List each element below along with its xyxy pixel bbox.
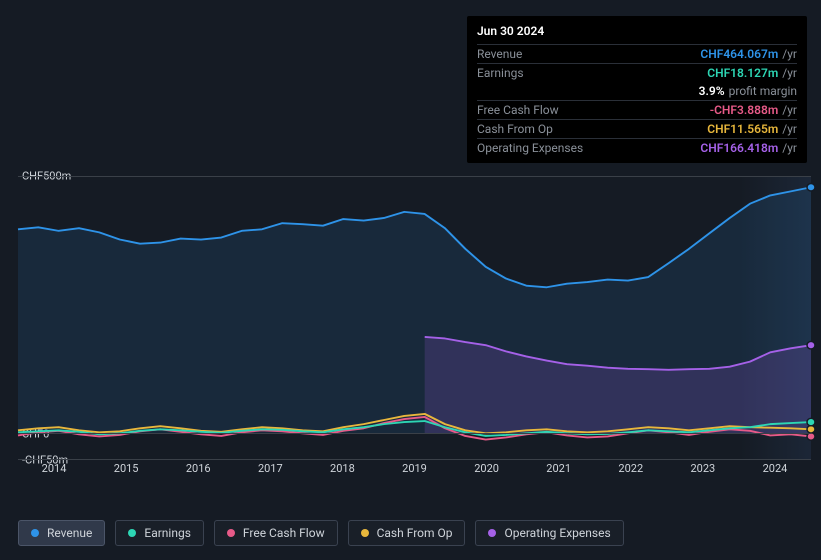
x-axis-label: 2017 [258, 462, 283, 475]
legend-label: Cash From Op [377, 526, 453, 540]
tooltip-row-value: CHF166.418m/yr [700, 141, 797, 155]
tooltip-row-value: CHF464.067m/yr [700, 47, 797, 61]
legend-swatch [31, 529, 39, 537]
x-axis-label: 2015 [114, 462, 139, 475]
tooltip-row-label: Free Cash Flow [477, 103, 559, 117]
legend-item-revenue[interactable]: Revenue [18, 520, 105, 546]
tooltip-subrow: 3.9%profit margin [477, 82, 797, 100]
financials-chart: CHF500mCHF0-CHF50m 201420152016201720182… [18, 160, 811, 500]
tooltip-row-label: Cash From Op [477, 122, 553, 136]
legend-swatch [488, 529, 496, 537]
x-axis-label: 2014 [42, 462, 67, 475]
legend-label: Free Cash Flow [243, 526, 325, 540]
legend-label: Revenue [47, 526, 92, 540]
x-axis-label: 2018 [330, 462, 355, 475]
tooltip-row: Free Cash Flow -CHF3.888m/yr [477, 100, 797, 119]
tooltip-row: Earnings CHF18.127m/yr [477, 63, 797, 82]
legend-item-earnings[interactable]: Earnings [115, 520, 204, 546]
tooltip-date: Jun 30 2024 [477, 22, 797, 44]
legend-swatch [128, 529, 136, 537]
tooltip-row-value: CHF11.565m/yr [707, 122, 797, 136]
legend-item-cash-from-op[interactable]: Cash From Op [348, 520, 466, 546]
legend-item-free-cash-flow[interactable]: Free Cash Flow [214, 520, 338, 546]
tooltip-row: Revenue CHF464.067m/yr [477, 44, 797, 63]
legend: Revenue Earnings Free Cash Flow Cash From O… [18, 520, 624, 546]
x-axis-label: 2023 [690, 462, 715, 475]
series-end-marker [807, 341, 815, 349]
plot-area[interactable] [18, 176, 811, 460]
tooltip-row-value: -CHF3.888m/yr [710, 103, 797, 117]
x-axis-label: 2019 [402, 462, 427, 475]
series-end-marker [807, 183, 815, 191]
chart-tooltip: Jun 30 2024 Revenue CHF464.067m/yr Earning… [467, 16, 807, 163]
legend-swatch [361, 529, 369, 537]
series-end-marker [807, 418, 815, 426]
x-axis-label: 2016 [186, 462, 211, 475]
legend-label: Earnings [144, 526, 191, 540]
tooltip-row-label: Operating Expenses [477, 141, 583, 155]
tooltip-row: Cash From Op CHF11.565m/yr [477, 119, 797, 138]
legend-item-operating-expenses[interactable]: Operating Expenses [475, 520, 623, 546]
x-axis-label: 2021 [546, 462, 571, 475]
x-axis-label: 2024 [763, 462, 788, 475]
x-axis-label: 2020 [474, 462, 499, 475]
chart-svg [18, 177, 811, 459]
legend-swatch [227, 529, 235, 537]
series-end-marker [807, 426, 815, 434]
legend-label: Operating Expenses [504, 526, 610, 540]
x-axis: 2014 2015 2016 2017 2018 2019 2020 2021 2022 2023… [18, 462, 811, 482]
x-axis-label: 2022 [618, 462, 643, 475]
tooltip-row-value: CHF18.127m/yr [707, 66, 797, 80]
tooltip-row-label: Revenue [477, 47, 522, 61]
tooltip-row-label: Earnings [477, 66, 524, 80]
tooltip-row: Operating Expenses CHF166.418m/yr [477, 138, 797, 157]
